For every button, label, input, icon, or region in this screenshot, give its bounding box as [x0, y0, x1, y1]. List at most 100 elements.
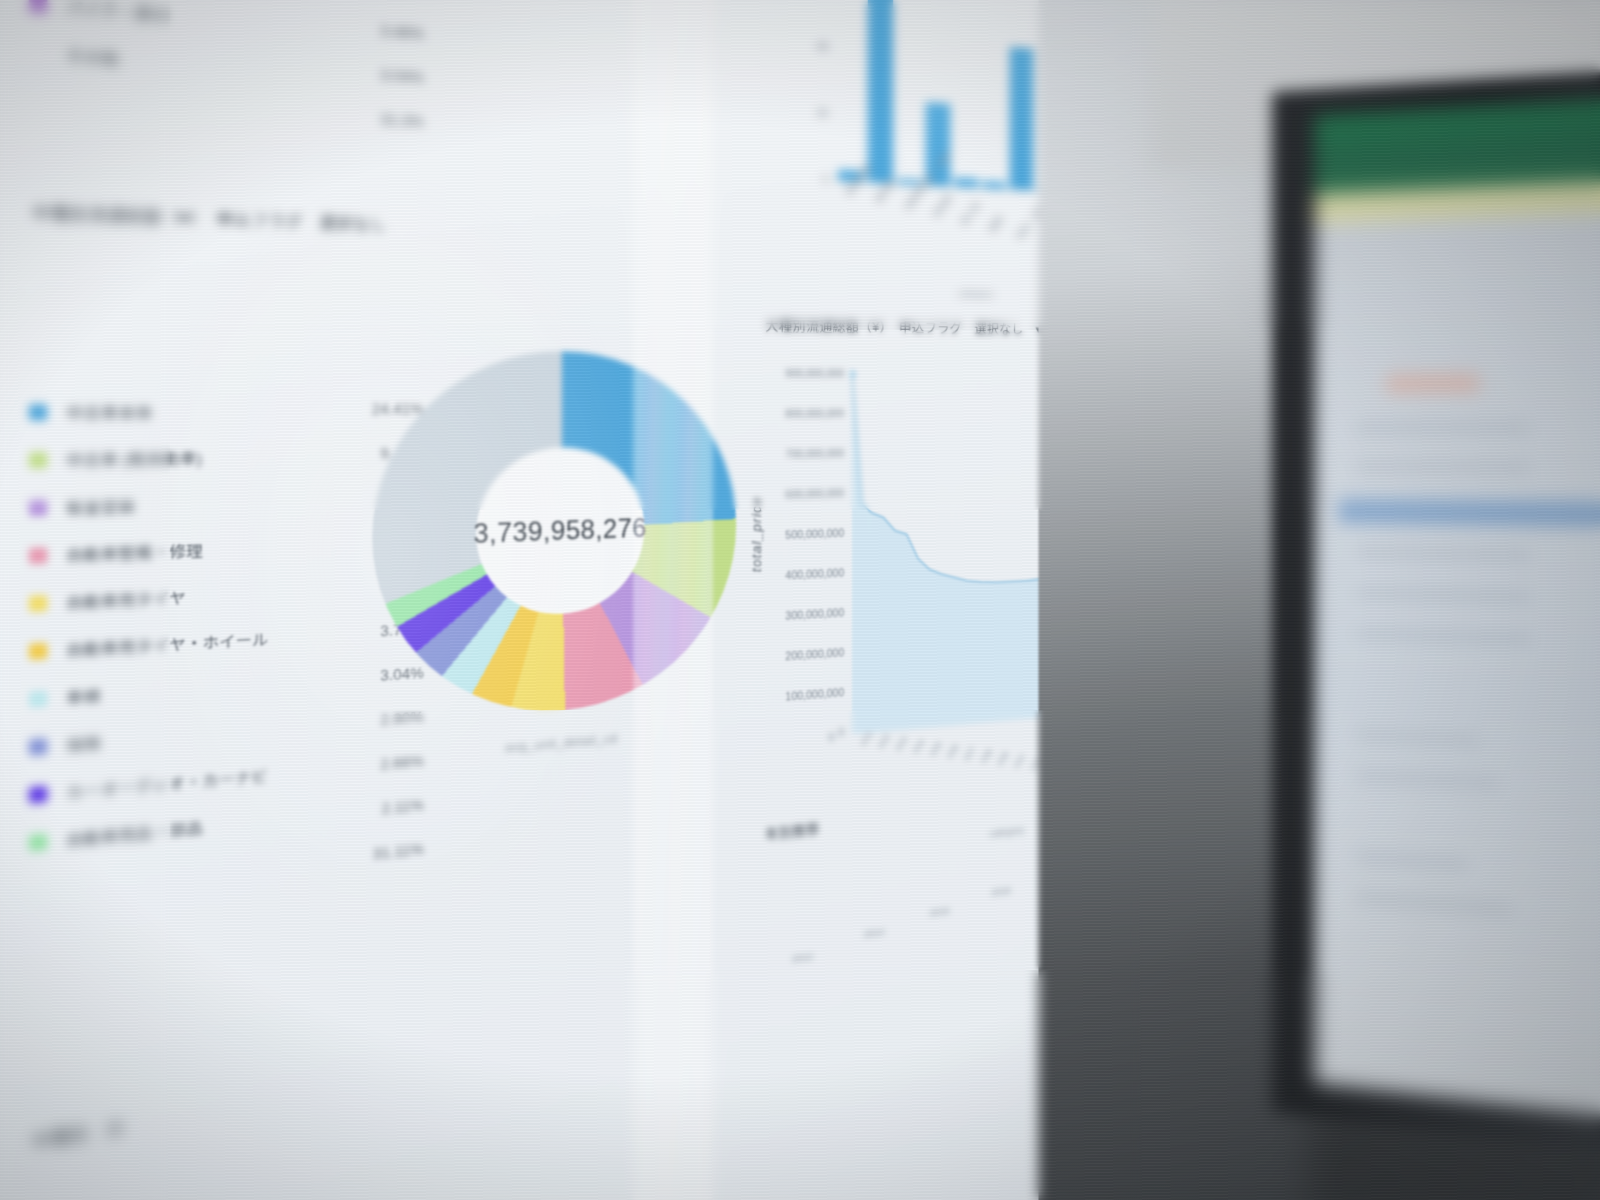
legend-label: 自動車整備・修理	[65, 542, 203, 565]
list-item	[1356, 547, 1531, 561]
legend-top-donut: 中古車本体 (普通乗用車) 4.48% 自動車整備・修理 4.46% 板金 4.…	[28, 0, 424, 144]
area-y-tick: 400,000,000	[785, 567, 845, 583]
bar-x-tick: 輸入車	[959, 199, 983, 228]
legend-swatch-icon	[29, 91, 48, 108]
legend-swatch-icon	[28, 594, 48, 612]
area-y-tick: 700,000,000	[785, 447, 845, 462]
donut-field-label: avg_unit_detail_cd	[504, 732, 618, 756]
selected-row[interactable]	[1338, 498, 1600, 527]
list-item	[1356, 892, 1511, 915]
legend-value: 31.11%	[372, 841, 424, 863]
legend-swatch-icon	[28, 451, 48, 468]
donut-center-value: 16,151	[377, 0, 719, 6]
legend-value: 3.48%	[380, 22, 424, 43]
area-plot-area[interactable]	[850, 370, 1039, 736]
area-y-zero-tick: 0	[828, 731, 835, 745]
area-chart-panel: 大種別流通総額（¥） 申込フラグ 選択なし ▾ total_price 0 10…	[745, 314, 1039, 851]
list-item	[1356, 730, 1480, 746]
legend-label: 自動車用タイヤ・ホイール	[65, 631, 269, 660]
footer-section-label: 中種別 計	[31, 1117, 126, 1151]
area-x-tick: c05	[927, 739, 944, 758]
bar[interactable]	[954, 177, 979, 188]
legend-label: 中古車本体	[65, 404, 153, 423]
legend-swatch-icon	[29, 43, 48, 61]
legend-value: 31.3%	[380, 111, 424, 131]
analytics-dashboard: 中古車本体 (普通乗用車) 4.48% 自動車整備・修理 4.46% 板金 4.…	[0, 0, 1039, 1200]
area-y-tick: 200,000,000	[785, 646, 845, 664]
legend-label: 中古車 (軽自動車)	[65, 450, 202, 470]
legend-swatch-icon	[29, 881, 48, 899]
bar-y-tick: 40	[816, 40, 829, 55]
legend-value: 3.04%	[380, 67, 424, 87]
bar-y-tick: 20	[816, 107, 829, 121]
legend-value: 2.11%	[381, 797, 424, 818]
monitor-secondary	[1272, 69, 1600, 1156]
legend-label	[66, 857, 350, 887]
bar-x-tick: 整備	[987, 214, 1005, 235]
legend-swatch-icon	[28, 403, 48, 421]
donut-chart-count[interactable]: 16,151	[377, 0, 720, 7]
bar[interactable]	[982, 180, 1006, 190]
list-item	[1356, 628, 1531, 644]
area-y-tick: 600,000,000	[785, 487, 845, 502]
area-x-tick: c04	[910, 737, 927, 756]
area-chart-title: 大種別流通総額（¥） 申込フラグ 選択なし ▾	[765, 317, 1039, 337]
bar-x-axis-name: category	[957, 288, 994, 301]
bar-y-tick: 0	[822, 173, 829, 187]
legend-swatch-icon	[28, 546, 48, 564]
list-item	[1356, 588, 1531, 603]
area-x-tick: c11	[1027, 755, 1039, 773]
donut-chart-total-price[interactable]: 3,739,958,276 avg_unit_detail_cd	[372, 349, 737, 755]
legend-swatch-icon	[28, 0, 48, 14]
list-item	[1356, 852, 1467, 870]
legend-swatch-icon	[28, 498, 48, 516]
bar-x-tick: 商用車	[931, 192, 955, 221]
screen-primary: 中古車本体 (普通乗用車) 4.48% 自動車整備・修理 4.46% 板金 4.…	[0, 0, 1039, 1200]
legend-label: その他	[65, 47, 119, 69]
legend-swatch-icon	[28, 642, 48, 660]
legend-swatch-icon	[28, 832, 48, 851]
legend-label: 自動車用タイヤ	[65, 589, 186, 613]
area-x-tick: c02	[875, 731, 892, 751]
list-item	[1356, 423, 1531, 433]
donut-center-value: 3,739,958,276	[473, 512, 647, 549]
area-y-tick: 100,000,000	[785, 686, 845, 704]
area-x-tick: c10	[1011, 752, 1027, 770]
mini-x-tick: 2012	[791, 950, 814, 966]
mini-chart-title: 年別推移	[765, 820, 820, 843]
legend-item[interactable]: 中古車本体 24.41%	[28, 387, 424, 435]
area-x-tick: c06	[944, 742, 961, 761]
area-x-tick: c07	[961, 744, 978, 763]
mini-x-tick: 2018	[991, 885, 1011, 899]
list-item	[1356, 462, 1531, 473]
section-header: 中種別流通総額（¥） 申込フラグ 選択なし	[31, 202, 386, 234]
bar[interactable]	[867, 0, 894, 184]
legend-swatch-icon	[28, 785, 48, 804]
area-y-axis-label: total_price	[748, 495, 765, 573]
area-x-tick: c09	[994, 749, 1011, 768]
list-item	[1356, 770, 1499, 789]
app-header-band	[1314, 97, 1600, 195]
bar[interactable]	[1009, 46, 1034, 191]
area-y-tick: 500,000,000	[785, 527, 845, 543]
mini-x-tick: 2014	[863, 926, 885, 941]
bottom-mini-chart-panel: 年別推移 2012 2014 2016 2018 2020	[745, 785, 1039, 1040]
mini-x-tick: 2016	[929, 905, 950, 920]
legend-swatch-icon	[28, 737, 48, 756]
legend-swatch-icon	[28, 689, 48, 708]
legend-label	[66, 102, 350, 118]
legend-label: 車検	[65, 687, 101, 708]
spreadsheet-body	[1314, 212, 1600, 1119]
legend-label: 板金塗装	[65, 498, 136, 518]
bar-x-tick: 板金・塗装	[1014, 200, 1039, 242]
monitor-primary: 中古車本体 (普通乗用車) 4.48% 自動車整備・修理 4.46% 板金 4.…	[0, 0, 800, 1200]
bar-chart-panel: Count 0 20 40 60 80 100 120 140	[761, 0, 1039, 301]
area-y-tick: 300,000,000	[785, 606, 845, 623]
area-y-tick: 800,000,000	[785, 407, 845, 421]
area-x-tick: c08	[978, 747, 994, 766]
area-x-tick: c03	[893, 734, 910, 753]
legend-bottom-donut: 中古車本体 24.41% 中古車 (軽自動車) 9.45% 板金塗装 8.51%	[28, 387, 424, 914]
screen-secondary	[1314, 97, 1600, 1119]
highlight-cell	[1386, 373, 1480, 394]
